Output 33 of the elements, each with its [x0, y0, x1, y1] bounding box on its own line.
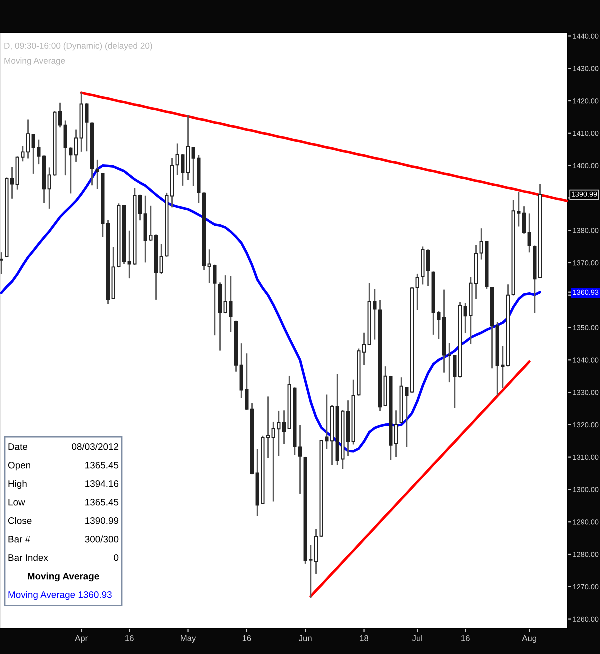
annotation: Bar Index	[8, 554, 48, 562]
line-series	[310, 360, 531, 598]
annotation: 1365.45	[86, 499, 119, 506]
x-tick-label: Jul	[412, 635, 422, 642]
annotation: 08/03/2012	[72, 443, 119, 450]
annotation: 1365.45	[86, 462, 119, 469]
text: Moving Average	[4, 58, 66, 66]
annotation: 0	[114, 554, 119, 562]
annotation: Moving Average 1360.93	[8, 591, 112, 600]
x-tick-label: Jun	[299, 636, 312, 642]
annotation: Open	[8, 462, 30, 471]
candlestick	[298, 425, 302, 494]
x-tick-label: May	[181, 636, 196, 644]
x-tick-label: 18	[360, 635, 369, 642]
line-series	[80, 92, 568, 202]
annotation: Bar #	[8, 536, 31, 543]
annotation: 1394.16	[86, 480, 119, 488]
candlestick	[416, 274, 420, 310]
x-tick-label: Apr	[75, 636, 88, 644]
line-series	[0, 164, 542, 453]
x-tick-label: 16	[462, 635, 470, 642]
text: D, 09:30-16:00 (Dynamic) (delayed 20)	[4, 42, 152, 51]
annotation: Moving Average	[28, 572, 100, 582]
annotation: High	[8, 480, 27, 490]
x-tick-label: 16	[242, 635, 252, 642]
annotation: Date	[8, 444, 28, 450]
annotation: Close	[8, 517, 32, 524]
x-tick-label: 16	[126, 635, 134, 642]
x-tick-label: Aug	[522, 636, 536, 644]
candlestick	[96, 160, 100, 190]
annotation: 300/300	[85, 536, 119, 543]
annotation: 1390.99	[86, 518, 119, 524]
annotation: Low	[8, 499, 26, 506]
